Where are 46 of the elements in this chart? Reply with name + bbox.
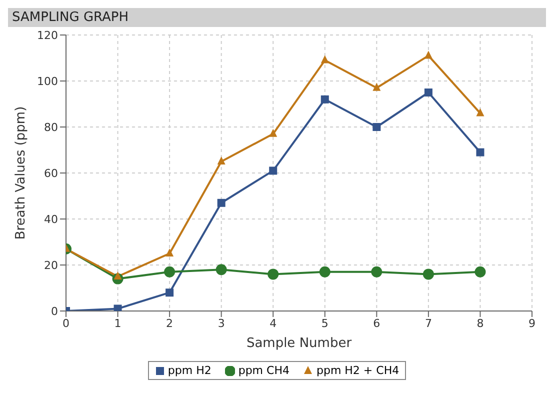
y-tick-label: 80	[44, 120, 58, 134]
y-tick-label: 100	[37, 74, 58, 88]
x-tick-label: 5	[321, 316, 328, 330]
point	[269, 166, 278, 175]
point	[269, 128, 278, 137]
legend-label: ppm H2 + CH4	[316, 364, 400, 377]
x-tick-label: 1	[114, 316, 122, 330]
point	[166, 288, 174, 297]
point	[320, 55, 329, 64]
point	[320, 95, 329, 104]
y-tick-label: 60	[44, 166, 58, 180]
y-axis-title: Breath Values (ppm)	[14, 106, 29, 240]
x-tick-label: 2	[166, 316, 174, 330]
point	[319, 266, 330, 278]
x-tick-label: 8	[476, 316, 484, 330]
legend-label: ppm H2	[168, 364, 212, 377]
point	[474, 266, 486, 278]
x-tick-label: 6	[373, 316, 380, 330]
point	[164, 266, 176, 278]
point	[371, 266, 382, 278]
point	[372, 123, 381, 131]
x-tick-label: 0	[62, 316, 70, 330]
point	[268, 268, 279, 280]
x-tick-label: 7	[424, 316, 432, 330]
legend-label: ppm CH4	[238, 364, 290, 377]
point	[114, 272, 122, 280]
point	[476, 148, 484, 156]
y-tick-label: 120	[37, 28, 58, 42]
x-tick-label: 3	[218, 316, 225, 330]
point	[216, 264, 227, 276]
x-axis-title: Sample Number	[246, 336, 352, 351]
y-tick-label: 40	[44, 212, 58, 226]
point	[372, 82, 381, 91]
chart-title: SAMPLING GRAPH	[8, 8, 546, 27]
y-tick-label: 20	[44, 258, 58, 272]
point	[424, 50, 432, 59]
point	[424, 88, 432, 96]
y-tick-label: 0	[51, 304, 58, 318]
point	[217, 198, 226, 207]
point	[114, 304, 122, 311]
point	[476, 108, 484, 116]
x-tick-label: 9	[528, 316, 536, 330]
point	[166, 248, 174, 256]
point	[422, 268, 434, 280]
point	[217, 156, 226, 164]
x-tick-label: 4	[270, 316, 277, 330]
